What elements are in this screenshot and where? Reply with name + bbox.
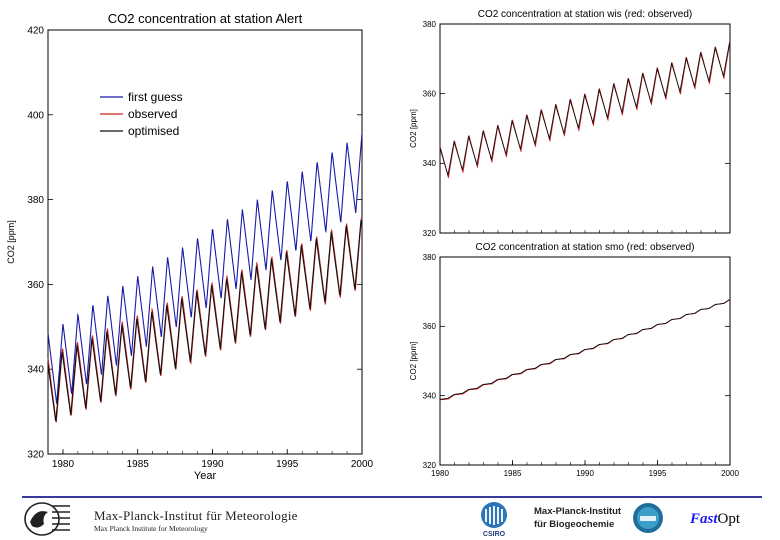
series-line-2 bbox=[440, 299, 730, 400]
fastopt-logo: FastOpt bbox=[690, 511, 740, 528]
x-tick-label: 2000 bbox=[351, 459, 374, 470]
legend-label: optimised bbox=[128, 124, 179, 138]
mpi-meteorology-subtitle: Max Planck Institute for Meteorology bbox=[94, 524, 208, 533]
legend-label: observed bbox=[128, 107, 177, 121]
mpi-biogeochemie-title-line2: für Biogeochemie bbox=[534, 519, 615, 530]
series-line-2 bbox=[439, 41, 731, 177]
y-tick-label: 360 bbox=[27, 280, 44, 291]
round-emblem-logo-icon bbox=[633, 503, 663, 533]
y-axis-label: CO2 [ppm] bbox=[6, 220, 16, 264]
x-tick-label: 1990 bbox=[201, 459, 224, 470]
y-tick-label: 380 bbox=[423, 253, 437, 262]
series-line-3 bbox=[47, 219, 363, 423]
y-tick-label: 320 bbox=[423, 461, 437, 470]
y-tick-label: 360 bbox=[423, 89, 437, 98]
csiro-logo-label: CSIRO bbox=[483, 531, 506, 538]
x-tick-label: 1990 bbox=[576, 469, 594, 478]
y-tick-label: 420 bbox=[27, 26, 44, 37]
y-tick-label: 340 bbox=[27, 365, 44, 376]
chart-1: CO2 concentration at station Alert 320 340… bbox=[6, 11, 374, 482]
chart-title: CO2 concentration at station Alert bbox=[108, 11, 303, 26]
mpi-biogeochemie-title-line1: Max-Planck-Institut bbox=[534, 506, 622, 517]
chart-title: CO2 concentration at station smo (red: o… bbox=[476, 242, 695, 253]
y-tick-label: 320 bbox=[423, 229, 437, 238]
y-axis-label: CO2 [ppm] bbox=[409, 342, 418, 381]
y-tick-label: 380 bbox=[423, 20, 437, 29]
mpi-meteorology-title: Max-Planck-Institut für Meteorologie bbox=[94, 508, 298, 523]
chart-title: CO2 concentration at station wis (red: o… bbox=[478, 9, 693, 20]
x-tick-label: 1995 bbox=[649, 469, 667, 478]
x-tick-label: 1995 bbox=[276, 459, 299, 470]
y-tick-label: 340 bbox=[423, 159, 437, 168]
x-tick-label: 2000 bbox=[721, 469, 739, 478]
footer-divider bbox=[22, 496, 762, 498]
x-tick-label: 1985 bbox=[504, 469, 522, 478]
plot-frame bbox=[47, 29, 363, 455]
y-tick-label: 400 bbox=[27, 110, 44, 121]
series-line-1 bbox=[47, 132, 363, 404]
y-tick-label: 380 bbox=[27, 195, 44, 206]
x-tick-label: 1980 bbox=[52, 459, 75, 470]
fastopt-fast: Fast bbox=[690, 511, 718, 527]
chart-2: CO2 concentration at station wis (red: o… bbox=[409, 9, 731, 238]
plot-frame bbox=[439, 256, 731, 466]
x-tick-label: 1980 bbox=[431, 469, 449, 478]
y-tick-label: 340 bbox=[423, 391, 437, 400]
mpi-meteorology-logo-icon bbox=[24, 502, 70, 536]
x-axis-label: Year bbox=[194, 470, 217, 482]
legend-label: first guess bbox=[128, 90, 183, 104]
x-tick-label: 1985 bbox=[127, 459, 150, 470]
y-tick-label: 360 bbox=[423, 322, 437, 331]
y-tick-label: 320 bbox=[27, 450, 44, 461]
chart-3: CO2 concentration at station smo (red: o… bbox=[409, 242, 739, 478]
csiro-logo-icon: CSIRO bbox=[481, 502, 507, 538]
y-axis-label: CO2 [ppm] bbox=[409, 109, 418, 148]
plot-frame bbox=[439, 23, 731, 234]
fastopt-opt: Opt bbox=[717, 511, 741, 527]
series-line-1 bbox=[439, 41, 731, 179]
